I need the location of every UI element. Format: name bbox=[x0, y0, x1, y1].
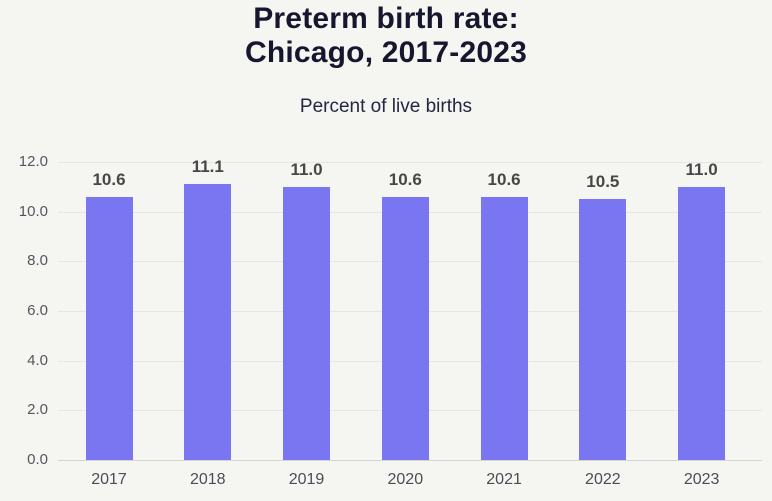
bar-value-label: 10.6 bbox=[487, 169, 521, 189]
bar-value-label: 11.0 bbox=[685, 159, 718, 179]
bar-2023[interactable] bbox=[678, 186, 726, 460]
bar-value-label: 10.5 bbox=[586, 172, 620, 192]
page-title-line1: Preterm birth rate: bbox=[253, 2, 519, 35]
bar-value-label: 10.6 bbox=[388, 169, 422, 189]
y-axis-tick-label: 10.0 bbox=[18, 202, 48, 220]
x-axis-tick-label: 2019 bbox=[288, 471, 325, 488]
bar-2018[interactable] bbox=[184, 184, 232, 460]
x-axis-tick-label: 2018 bbox=[189, 471, 226, 488]
bar-2019[interactable] bbox=[283, 186, 331, 460]
bar-value-label: 11.0 bbox=[290, 159, 323, 179]
y-gridline bbox=[58, 162, 762, 163]
y-axis-tick-label: 0.0 bbox=[27, 451, 48, 468]
x-axis-tick-label: 2021 bbox=[486, 471, 522, 488]
y-axis-tick-label: 12.0 bbox=[18, 153, 48, 170]
x-axis-tick-label: 2023 bbox=[683, 471, 720, 488]
bar-2017[interactable] bbox=[85, 196, 133, 460]
bar-value-label: 11.1 bbox=[191, 157, 224, 177]
page-title: Preterm birth rate: Chicago, 2017-2023 bbox=[0, 0, 772, 70]
page-title-line2: Chicago, 2017-2023 bbox=[244, 36, 528, 69]
x-axis-tick-label: 2017 bbox=[91, 471, 127, 488]
x-axis-tick-label: 2022 bbox=[585, 471, 621, 488]
x-axis-baseline bbox=[58, 460, 762, 461]
bar-2020[interactable] bbox=[381, 196, 429, 460]
bar-value-label: 10.6 bbox=[92, 169, 126, 189]
x-axis-tick-label: 2020 bbox=[387, 471, 424, 488]
y-axis-tick-label: 6.0 bbox=[27, 302, 48, 319]
chart-subtitle: Percent of live births bbox=[299, 96, 473, 117]
bar-2022[interactable] bbox=[579, 199, 627, 460]
chart-header: Preterm birth rate: Chicago, 2017-2023 P… bbox=[0, 0, 772, 118]
y-axis-tick-label: 2.0 bbox=[27, 401, 48, 419]
y-axis-tick-label: 8.0 bbox=[27, 252, 48, 270]
bar-2021[interactable] bbox=[480, 196, 528, 460]
y-axis-tick-label: 4.0 bbox=[27, 351, 48, 369]
